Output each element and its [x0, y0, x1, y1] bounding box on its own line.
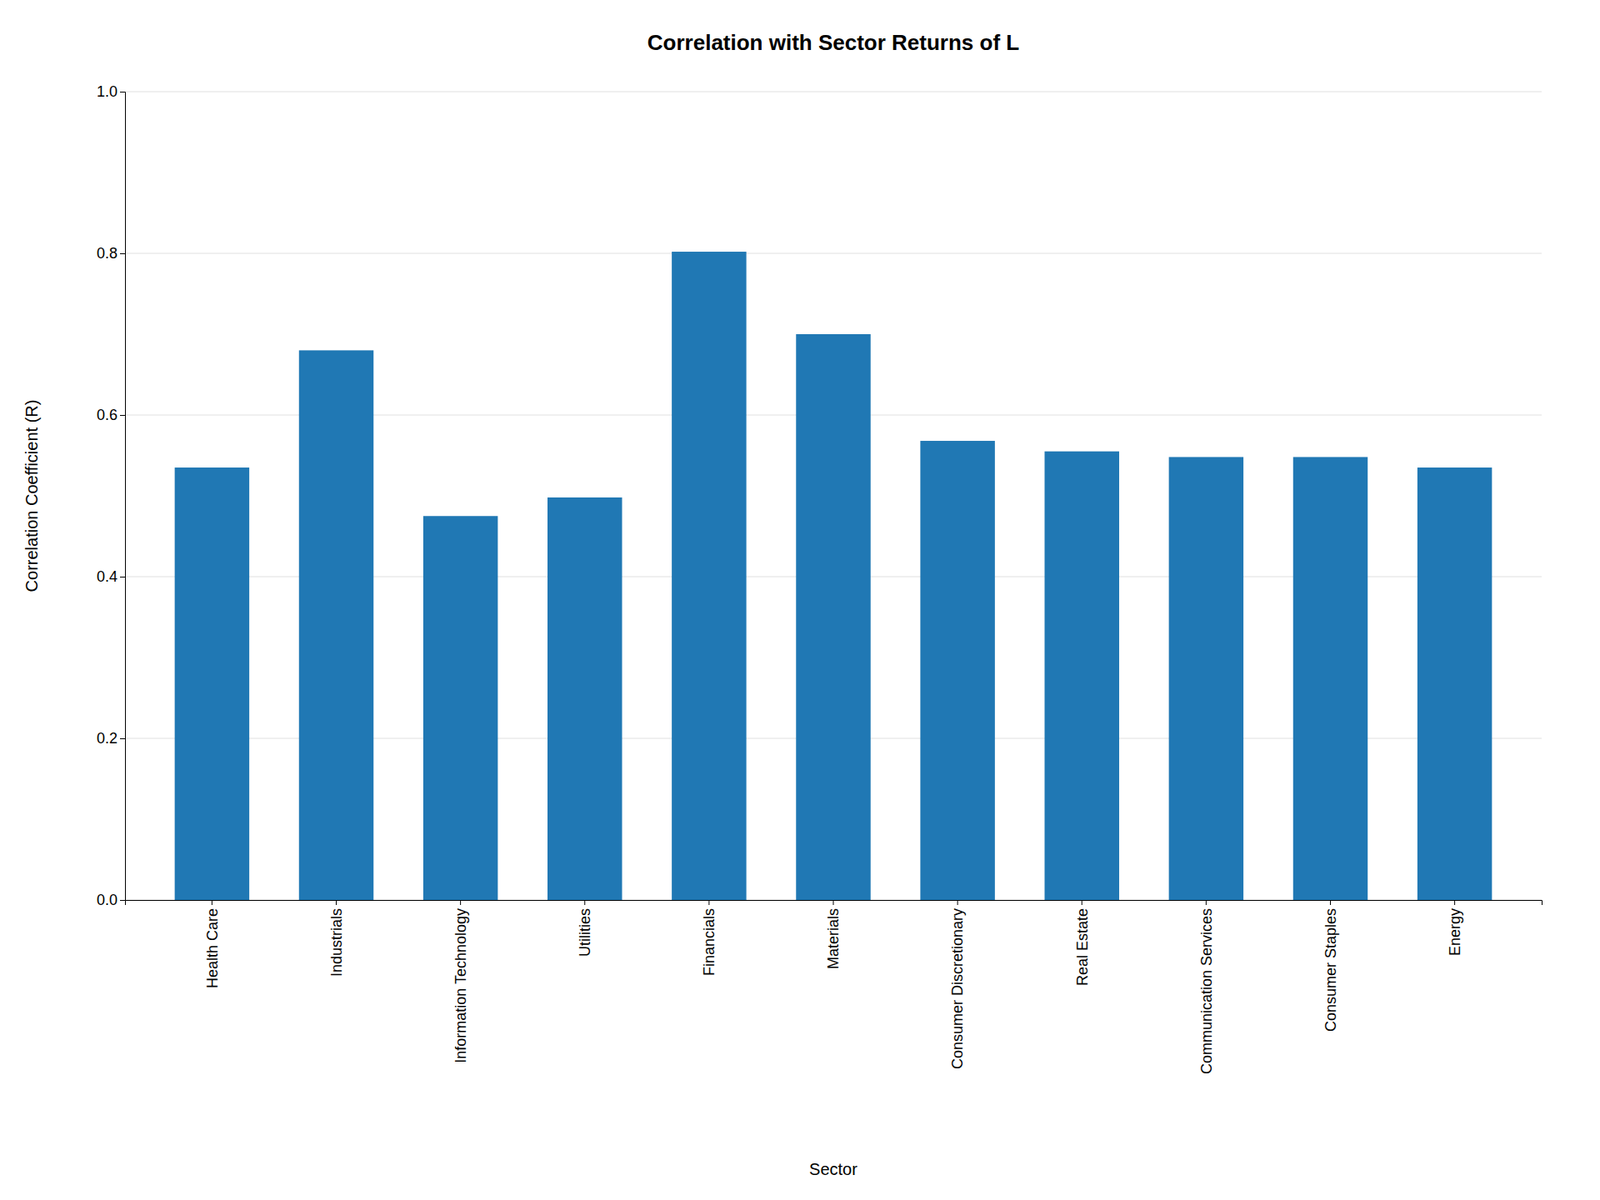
x-tick: Financials [700, 900, 718, 976]
tick-label: 0.0 [96, 891, 118, 909]
x-tick: Communication Services [1198, 900, 1215, 1075]
tick-label: Financials [700, 908, 718, 976]
y-axis: 0.0 0.2 0.4 0.6 0.8 1.0 [96, 83, 126, 909]
tick-label: 1.0 [96, 83, 118, 100]
y-tick: 0.2 [96, 730, 125, 747]
bar [299, 350, 374, 900]
tick-mark [833, 900, 835, 905]
tick-label: Information Technology [452, 908, 470, 1064]
bar [423, 515, 498, 900]
bar [1417, 467, 1492, 900]
y-axis-title: Correlation Coefficient (R) [22, 400, 41, 593]
y-tick: 1.0 [96, 83, 125, 100]
tick-mark [211, 900, 213, 905]
tick-label: Health Care [204, 908, 221, 989]
x-tick: Consumer Staples [1322, 900, 1340, 1032]
bar [671, 251, 746, 900]
tick-label: 0.6 [96, 406, 118, 424]
chart-svg: 0.0 0.2 0.4 0.6 0.8 1.0 Health Care Industrials… [0, 0, 1600, 1200]
tick-label: Industrials [328, 908, 345, 977]
tick-mark [1205, 900, 1207, 905]
tick-label: Utilities [576, 908, 594, 957]
tick-label: Energy [1446, 908, 1464, 956]
y-tick: 0.0 [96, 891, 125, 909]
bar [175, 467, 250, 900]
plot: 0.0 0.2 0.4 0.6 0.8 1.0 Health Care Industrials… [96, 83, 1543, 1075]
tick-label: Materials [825, 908, 842, 970]
x-tick: Information Technology [452, 900, 470, 1064]
tick-mark [120, 415, 125, 416]
x-tick: Industrials [328, 900, 345, 977]
y-tick: 0.6 [96, 406, 125, 424]
y-tick: 0.8 [96, 245, 125, 262]
tick-label: Consumer Discretionary [949, 908, 966, 1070]
tick-mark [120, 900, 125, 901]
tick-label: Communication Services [1198, 908, 1215, 1075]
bar [1169, 456, 1244, 900]
tick-label: 0.4 [96, 568, 118, 585]
x-tick: Consumer Discretionary [949, 900, 966, 1070]
axis-line [120, 92, 126, 901]
tick-mark [584, 900, 585, 905]
tick-mark [120, 738, 125, 740]
tick-label: Consumer Staples [1322, 908, 1340, 1032]
axis-line [125, 900, 1543, 906]
tick-mark [335, 900, 337, 905]
tick-label: 0.8 [96, 245, 118, 262]
x-tick: Real Estate [1074, 900, 1091, 986]
grid-line [125, 91, 1542, 93]
bar [795, 334, 870, 900]
grid [125, 91, 1542, 900]
x-axis-title: Sector [809, 1160, 858, 1179]
tick-mark [120, 576, 125, 578]
bar [1293, 456, 1368, 900]
tick-mark [1081, 900, 1083, 905]
tick-mark [708, 900, 710, 905]
x-tick: Energy [1446, 900, 1464, 956]
tick-mark [120, 91, 125, 93]
x-tick: Utilities [576, 900, 594, 957]
chart-container: 0.0 0.2 0.4 0.6 0.8 1.0 Health Care Industrials… [0, 0, 1600, 1200]
y-tick: 0.4 [96, 568, 125, 585]
x-tick: Health Care [204, 900, 221, 989]
tick-mark [460, 900, 461, 905]
bars [175, 251, 1493, 900]
bar [547, 497, 622, 900]
bar [920, 440, 995, 900]
bar [1045, 451, 1120, 900]
tick-label: Real Estate [1074, 908, 1091, 986]
tick-mark [1454, 900, 1455, 905]
x-tick: Materials [825, 900, 842, 970]
tick-mark [120, 253, 125, 255]
tick-mark [957, 900, 959, 905]
x-axis: Health Care Industrials Information Techno… [125, 900, 1543, 1075]
tick-label: 0.2 [96, 730, 118, 747]
chart-title: Correlation with Sector Returns of L [647, 30, 1020, 55]
grid-line [125, 253, 1542, 255]
tick-mark [1330, 900, 1331, 905]
